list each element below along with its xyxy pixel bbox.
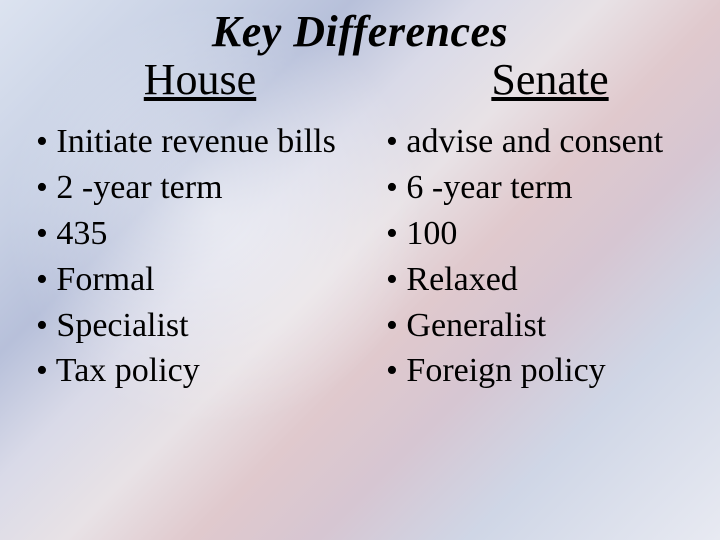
list-item: Initiate revenue bills [36, 119, 370, 165]
list-item: Specialist [36, 303, 370, 349]
list-item: advise and consent [386, 119, 720, 165]
list-item: 2 -year term [36, 165, 370, 211]
list-item: Tax policy [36, 348, 370, 394]
bullet-list-senate: advise and consent 6 -year term 100 Rela… [380, 119, 720, 394]
column-senate: Senate advise and consent 6 -year term 1… [380, 54, 720, 394]
list-item: Foreign policy [386, 348, 720, 394]
slide: Key Differences House Initiate revenue b… [0, 0, 720, 540]
slide-title: Key Differences [0, 6, 720, 57]
list-item: Generalist [386, 303, 720, 349]
column-house: House Initiate revenue bills 2 -year ter… [30, 54, 370, 394]
list-item: 435 [36, 211, 370, 257]
bullet-list-house: Initiate revenue bills 2 -year term 435 … [30, 119, 370, 394]
list-item: 100 [386, 211, 720, 257]
column-header-senate: Senate [380, 54, 720, 105]
list-item: 6 -year term [386, 165, 720, 211]
list-item: Relaxed [386, 257, 720, 303]
list-item: Formal [36, 257, 370, 303]
column-header-house: House [30, 54, 370, 105]
